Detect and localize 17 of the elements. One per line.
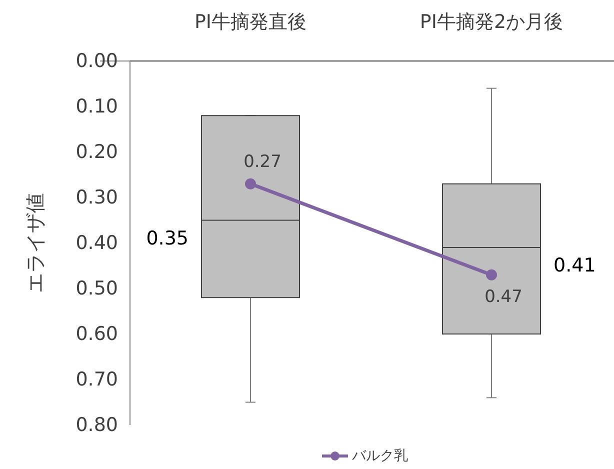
y-tick-label: 0.10 (76, 96, 118, 118)
annotation: 0.35 (146, 227, 188, 250)
y-tick-label: 0.20 (76, 141, 118, 163)
y-tick-label: 0.70 (76, 368, 118, 390)
y-tick-label: 0.50 (76, 278, 118, 300)
y-tick-label: 0.00 (76, 50, 118, 72)
y-tick-label: 0.80 (76, 414, 118, 436)
data-label: 0.27 (244, 152, 282, 172)
x-tick-label: PI牛摘発2か月後 (420, 11, 564, 33)
x-tick-label: PI牛摘発直後 (194, 11, 307, 33)
y-tick-label: 0.30 (76, 186, 118, 208)
legend-label: バルク乳 (351, 448, 408, 464)
y-axis-title: エライザ値 (23, 193, 47, 293)
data-label: 0.47 (484, 286, 522, 307)
annotation: 0.41 (554, 254, 596, 277)
y-tick-label: 0.60 (76, 323, 118, 345)
y-tick-label: 0.40 (76, 232, 118, 254)
